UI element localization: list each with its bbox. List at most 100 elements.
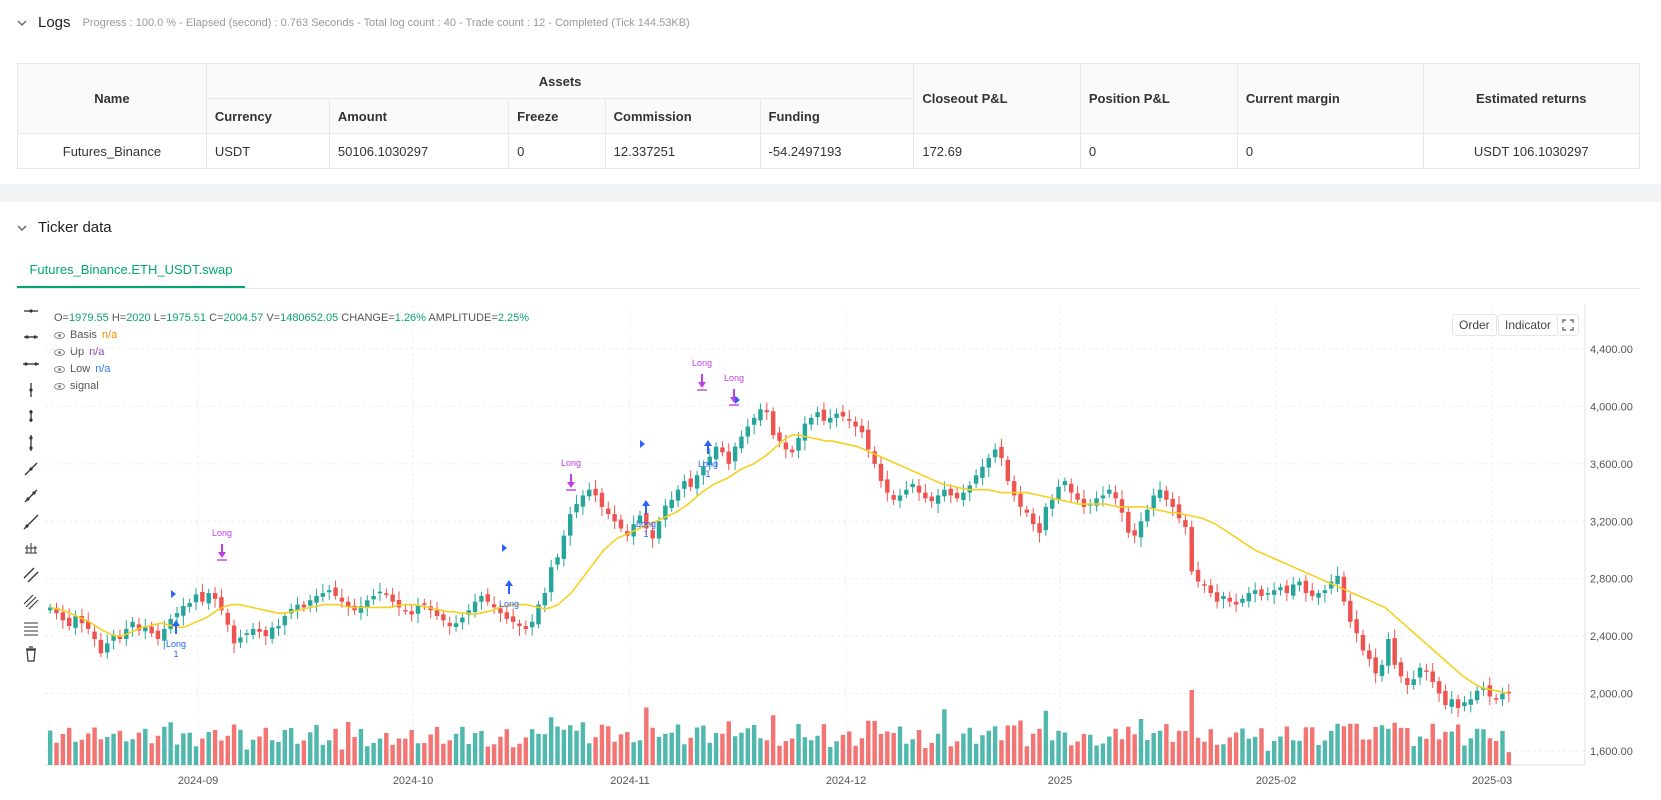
candle: [973, 475, 979, 484]
volume-bar: [1056, 730, 1061, 765]
volume-bar: [904, 743, 909, 765]
candle: [1329, 581, 1334, 589]
volume-bar: [98, 739, 104, 765]
candle: [333, 587, 338, 596]
order-button[interactable]: Order: [1452, 314, 1497, 336]
candle: [174, 613, 180, 618]
tab-eth-usdt-swap[interactable]: Futures_Binance.ETH_USDT.swap: [17, 253, 245, 288]
candle: [935, 495, 941, 504]
candle: [1005, 459, 1011, 482]
candle: [821, 409, 827, 421]
volume-bar: [1170, 742, 1175, 765]
y-tick-label: 2,400.00: [1590, 631, 1633, 643]
col-assets: Assets: [205, 63, 915, 99]
candle: [942, 489, 947, 497]
cell-amount: 50106.1030297: [328, 133, 510, 169]
l-label: L=: [153, 312, 167, 324]
candle: [1284, 585, 1290, 594]
candle: [282, 616, 288, 626]
trash-icon[interactable]: [22, 645, 40, 663]
volume-bar: [828, 747, 833, 765]
candle: [815, 412, 820, 418]
candle: [1037, 523, 1042, 533]
candle: [783, 442, 789, 450]
vertical-segment-icon[interactable]: [22, 407, 40, 425]
eye-icon[interactable]: [54, 365, 65, 373]
col-freeze: Freeze: [508, 98, 606, 134]
candle: [1240, 598, 1245, 603]
candle: [1208, 585, 1213, 594]
candle: [1354, 619, 1359, 634]
volume-bar: [1037, 728, 1042, 765]
eye-icon[interactable]: [54, 331, 65, 339]
volume-bar: [840, 735, 846, 765]
volume-bar: [1348, 723, 1353, 765]
logs-header[interactable]: Logs Progress : 100.0 % - Elapsed (secon…: [16, 14, 690, 31]
volume-bar: [200, 738, 205, 765]
candle: [751, 417, 757, 425]
parallel-channel-icon[interactable]: [22, 566, 40, 584]
candle: [1487, 685, 1493, 697]
volume-bar: [320, 744, 326, 765]
volume-bar: [618, 734, 624, 765]
chevron-down-icon[interactable]: [16, 17, 28, 29]
volume-bar: [948, 746, 953, 765]
chevron-down-icon[interactable]: [16, 222, 28, 234]
vertical-line-icon[interactable]: [22, 381, 40, 399]
volume-bar: [612, 741, 617, 765]
volume-bar: [263, 727, 269, 765]
volume-bar: [853, 745, 858, 765]
ray-line-icon[interactable]: [22, 487, 40, 505]
candle: [1290, 584, 1296, 596]
volume-bar: [384, 733, 389, 765]
legend-item-signal[interactable]: signal: [54, 380, 104, 392]
indicator-button[interactable]: Indicator: [1498, 314, 1559, 336]
volume-bar: [1049, 740, 1055, 765]
fib-retracement-icon[interactable]: [22, 619, 40, 637]
volume-bar: [143, 728, 148, 765]
extended-trend-icon[interactable]: [22, 513, 40, 531]
candle: [92, 631, 97, 640]
ticker-header[interactable]: Ticker data: [16, 219, 112, 236]
volume-bar: [1360, 739, 1366, 765]
fib-channel-icon[interactable]: [22, 593, 40, 611]
volume-bar: [999, 740, 1004, 765]
candle: [701, 466, 706, 476]
long-entry-arrow: [642, 500, 650, 514]
volume-bar: [523, 737, 529, 765]
volume-bar: [162, 726, 167, 765]
legend-item-low[interactable]: Low n/a: [54, 363, 110, 375]
fullscreen-icon[interactable]: [1557, 314, 1579, 336]
candle: [466, 610, 471, 615]
trend-line-icon[interactable]: [22, 460, 40, 478]
volume-bar: [409, 730, 414, 765]
volume-bar: [206, 732, 211, 765]
volume-bar: [238, 729, 243, 765]
volume-bar: [897, 726, 903, 765]
horizontal-ray-icon[interactable]: [22, 328, 40, 346]
price-range-icon[interactable]: [22, 540, 40, 558]
volume-bar: [396, 738, 402, 765]
candle: [479, 595, 484, 602]
volume-bar: [1493, 741, 1499, 765]
volume-bar: [288, 728, 294, 765]
extended-line-icon[interactable]: [22, 355, 40, 373]
horizontal-line-icon[interactable]: [22, 302, 40, 320]
candle: [948, 488, 953, 496]
candle: [808, 417, 814, 425]
cell-commission: 12.337251: [604, 133, 761, 169]
volume-bar: [1018, 720, 1023, 765]
v-value: 1480652.05: [280, 312, 339, 324]
basis-line: [50, 434, 1509, 695]
eye-icon[interactable]: [54, 382, 65, 390]
volume-bar: [1119, 739, 1125, 765]
candle: [1132, 530, 1137, 536]
legend-item-basis[interactable]: Basis n/a: [54, 329, 117, 341]
volume-bar: [967, 727, 972, 765]
vertical-ray-icon[interactable]: [22, 434, 40, 452]
candle: [1424, 670, 1429, 672]
signal-marker: [502, 544, 507, 552]
candle: [694, 475, 700, 489]
candle: [1322, 590, 1328, 594]
